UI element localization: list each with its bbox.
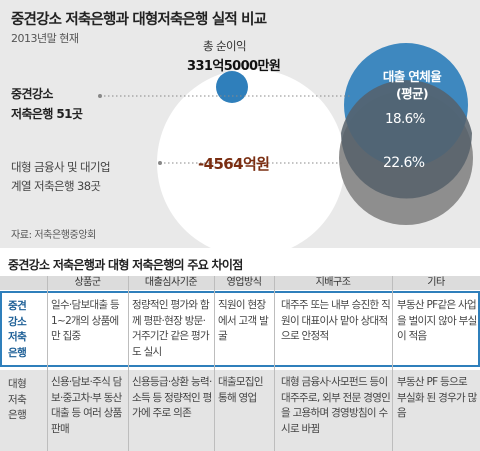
big-group-line2: 계열 저축은행 38곳 [11,179,101,193]
header-sales: 영업방식 [214,276,274,290]
big-etc-cell: 부동산 PF 등으로 부실화 된 경우가 많음 [397,376,477,419]
profit-label: 총 순이익 [203,39,247,53]
header-products: 상품군 [47,276,128,290]
big-governance-cell: 대형 금융사·사모펀드 등이 대주주로, 외부 전문 경영인을 고용하며 경영방… [281,376,391,435]
delinquency-line1: 대출 연체율 [382,69,442,84]
big-group-line1: 대형 금융사 및 대기업 [11,160,111,174]
big-sales-cell: 대출모집인 통해 영업 [218,376,264,404]
table-title: 중견강소 저축은행과 대형 저축은행의 주요 차이점 [8,258,243,272]
mid-group-line2: 저축은행 51곳 [11,107,83,121]
loss-bubble [157,69,345,248]
mid-screening-cell: 정량적인 평가와 함께 평판·현장 방문·거주기간 같은 평가도 실시 [132,299,210,358]
mid-etc-cell: 부동산 PF같은 사업을 벌이지 않아 부실이 적음 [397,299,477,342]
big-group-label: 대형 금융사 및 대기업 계열 저축은행 38곳 [11,158,111,196]
mid-governance-cell: 대주주 또는 내부 승진한 직원이 대표이사 맡아 상대적으로 안정적 [281,299,391,342]
mid-sales-cell: 직원이 현장에서 고객 발굴 [218,299,269,342]
row-header-mid-line: 저축 [8,331,27,343]
header-spacer [0,276,47,290]
column-divider [392,276,393,451]
mid-products-cell: 일수·담보대출 등 1~2개의 상품에만 집중 [51,299,120,342]
header-etc: 기타 [392,276,480,290]
profit-value: 331억5000만원 [187,59,281,74]
row-header-mid-line: 중견 [8,300,27,312]
column-divider [47,276,48,451]
mid-group-line1: 중견강소 [11,87,53,101]
mid-group-label: 중견강소 저축은행 51곳 [11,84,83,124]
loss-value: -4564억원 [198,155,270,173]
mid-delinquency-rate: 18.6% [385,111,425,127]
header-governance: 지배구조 [274,276,392,290]
page-title: 중견강소 저축은행과 대형저축은행 실적 비교 [11,12,267,28]
row-header-mid-line: 강소 [8,315,27,328]
row-header-big: 대형 저축 은행 [8,377,48,424]
column-divider [274,276,275,451]
row-header-big-line: 은행 [8,409,27,421]
row-header-big-line: 대형 [8,378,27,390]
big-screening-cell: 신용등급·상환 능력·소득 등 정량적인 평가에 주로 의존 [132,376,212,419]
column-divider [128,276,129,451]
page-subtitle: 2013년말 현재 [11,32,79,45]
big-products-cell: 신용·담보·주식 담보·중고차·부 동산 대출 등 여러 상품 판매 [51,376,122,435]
overlap-area [341,80,472,199]
mid-connector-dot [98,94,102,98]
row-header-big-line: 저축 [8,393,27,406]
bubble-graphic [98,43,473,248]
table-row-mid [0,291,480,367]
profit-bubble [216,71,248,103]
big-connector-dot [158,161,162,165]
delinquency-label: 대출 연체율 (평균) [372,68,452,102]
column-divider [214,276,215,451]
delinquency-line2: (평균) [395,86,429,101]
big-delinquency-rate: 22.6% [383,155,425,171]
row-header-mid-line: 은행 [8,346,27,359]
row-header-mid: 중견 강소 저축 은행 [8,299,48,361]
header-screening: 대출심사기준 [128,276,214,290]
source-note: 자료: 저축은행중앙회 [11,230,96,241]
bubble-comparison-panel: 중견강소 저축은행과 대형저축은행 실적 비교 2013년말 현재 중견강소 저… [0,0,480,248]
table-row-big [0,370,480,451]
